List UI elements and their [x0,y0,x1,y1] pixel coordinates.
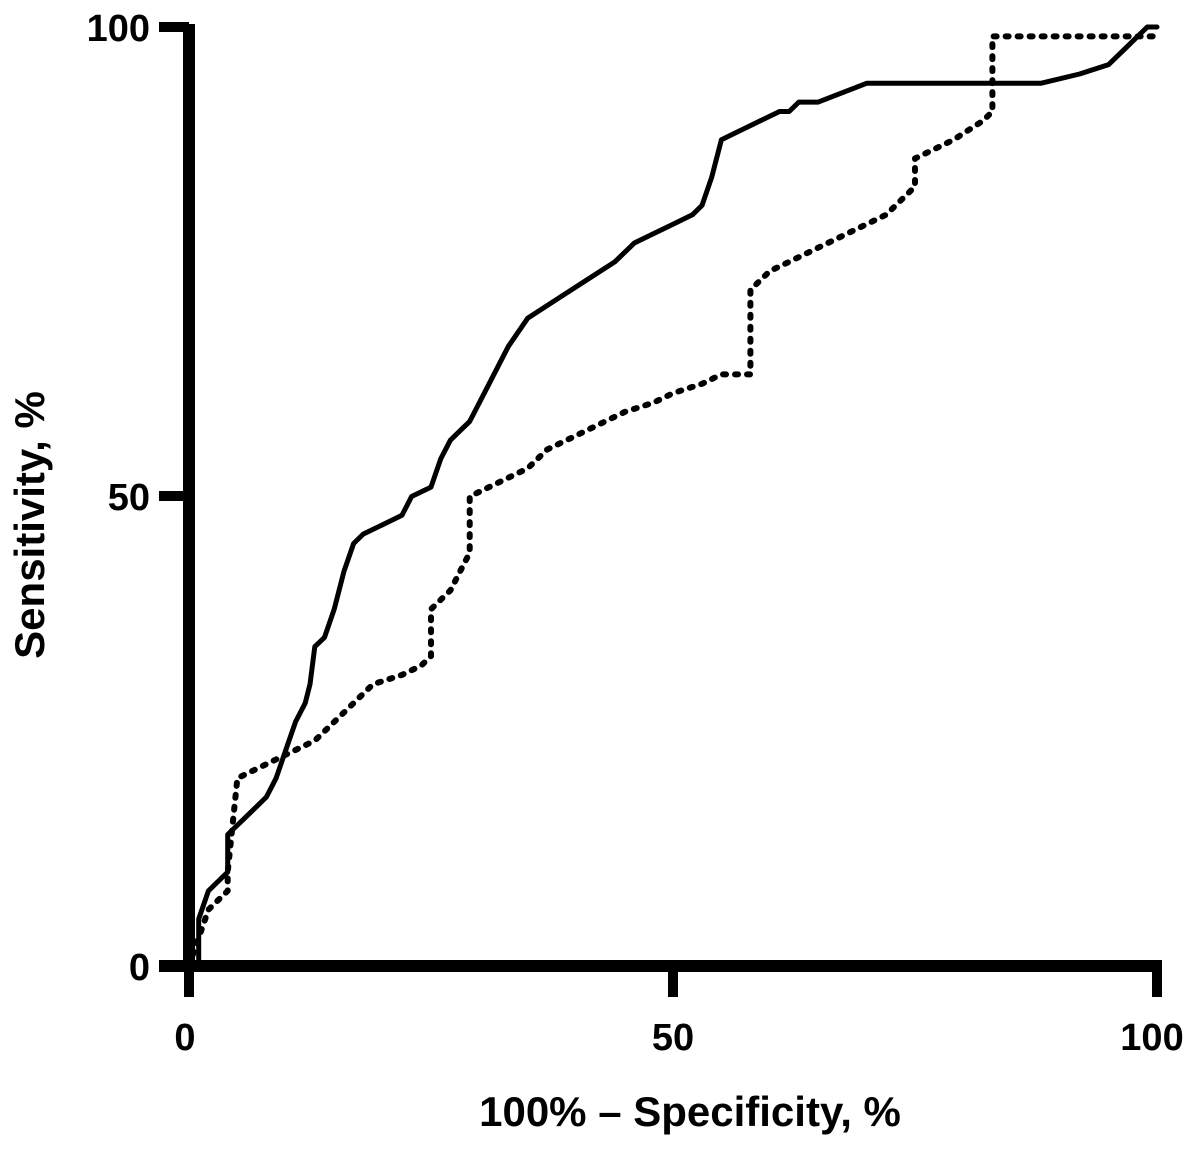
series-line-solid [196,24,1160,969]
x-tick-label-100: 100 [1120,1017,1183,1059]
y-tick-label-100: 100 [87,8,150,50]
y-axis-title: Sensitivity, % [6,391,53,659]
series-line-dotted [186,33,1160,969]
y-tick-label-0: 0 [129,947,150,989]
y-axis: 0 50 100 [87,8,195,989]
plot-area [186,24,1160,969]
x-axis-title: 100% – Specificity, % [479,1088,901,1135]
x-tick-label-0: 0 [174,1017,195,1059]
x-tick-label-50: 50 [652,1017,694,1059]
y-tick-label-50: 50 [108,477,150,519]
x-axis: 0 50 100 [159,960,1184,1059]
